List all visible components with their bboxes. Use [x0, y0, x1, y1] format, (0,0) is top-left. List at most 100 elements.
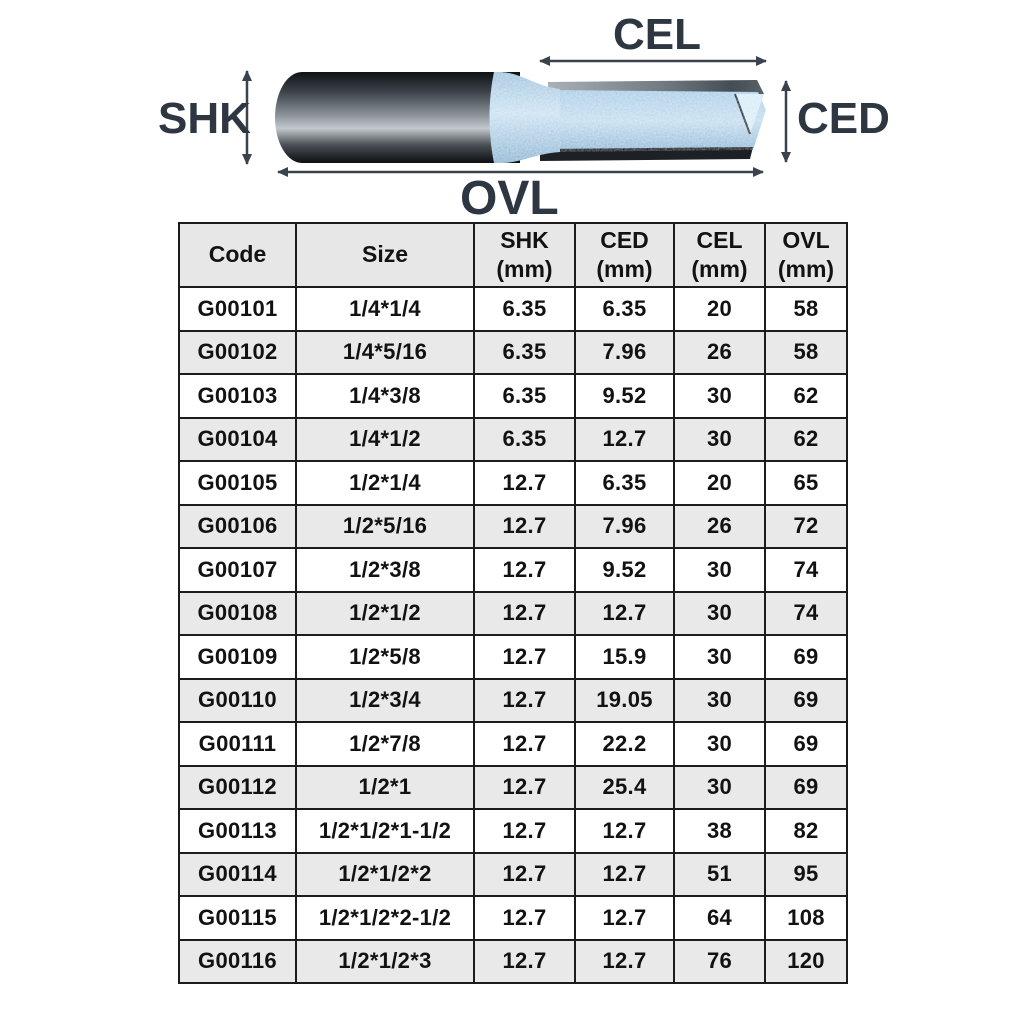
cell-cel: 30 [673, 764, 766, 810]
cell-shk: 12.7 [473, 460, 576, 506]
cell-cel: 51 [673, 851, 766, 897]
table-row: G00102 1/4*5/16 6.35 7.96 26 58 [178, 329, 848, 375]
cell-size: 1/2*5/16 [295, 503, 475, 549]
spec-table: Code Size SHK (mm) CED (mm) CEL (mm) OVL (mm… [178, 222, 848, 984]
cell-shk: 6.35 [473, 329, 576, 375]
cell-shk: 12.7 [473, 677, 576, 723]
cell-code: G00101 [178, 286, 297, 332]
cell-ced: 6.35 [574, 286, 675, 332]
cell-cel: 30 [673, 590, 766, 636]
column-label: OVL [782, 226, 830, 253]
table-row: G00105 1/2*1/4 12.7 6.35 20 65 [178, 460, 848, 506]
cell-code: G00111 [178, 721, 297, 767]
cell-size: 1/4*1/2 [295, 416, 475, 462]
cell-ced: 25.4 [574, 764, 675, 810]
cell-shk: 12.7 [473, 808, 576, 854]
cell-code: G00113 [178, 808, 297, 854]
cell-size: 1/4*3/8 [295, 373, 475, 419]
column-unit: (mm) [496, 256, 553, 282]
cell-ovl: 108 [764, 895, 848, 941]
cell-cel: 64 [673, 895, 766, 941]
cell-ced: 12.7 [574, 416, 675, 462]
table-row: G00104 1/4*1/2 6.35 12.7 30 62 [178, 416, 848, 462]
cell-size: 1/2*1/2*3 [295, 938, 475, 984]
cell-code: G00105 [178, 460, 297, 506]
cell-shk: 12.7 [473, 851, 576, 897]
column-unit: (mm) [596, 256, 653, 282]
cell-ovl: 82 [764, 808, 848, 854]
cell-shk: 6.35 [473, 373, 576, 419]
cell-ced: 12.7 [574, 895, 675, 941]
cell-code: G00108 [178, 590, 297, 636]
cell-ovl: 74 [764, 547, 848, 593]
cell-ovl: 69 [764, 721, 848, 767]
cell-cel: 20 [673, 460, 766, 506]
cell-shk: 12.7 [473, 503, 576, 549]
table-row: G00110 1/2*3/4 12.7 19.05 30 69 [178, 677, 848, 723]
cell-code: G00109 [178, 634, 297, 680]
cell-shk: 12.7 [473, 938, 576, 984]
table-row: G00112 1/2*1 12.7 25.4 30 69 [178, 764, 848, 810]
cell-size: 1/2*7/8 [295, 721, 475, 767]
cell-cel: 38 [673, 808, 766, 854]
cell-code: G00110 [178, 677, 297, 723]
cell-code: G00114 [178, 851, 297, 897]
column-label: CEL [696, 226, 743, 253]
cell-size: 1/2*1/2*1-1/2 [295, 808, 475, 854]
cell-cel: 30 [673, 416, 766, 462]
cell-cel: 30 [673, 373, 766, 419]
cell-size: 1/4*5/16 [295, 329, 475, 375]
cell-shk: 6.35 [473, 286, 576, 332]
cell-ced: 7.96 [574, 329, 675, 375]
cell-ovl: 62 [764, 373, 848, 419]
cell-shk: 12.7 [473, 721, 576, 767]
table-row: G00116 1/2*1/2*3 12.7 12.7 76 120 [178, 938, 848, 984]
cell-shk: 12.7 [473, 634, 576, 680]
column-header-cel: CEL (mm) [673, 222, 766, 288]
column-header-code: Code [178, 222, 297, 288]
spec-table-body: G00101 1/4*1/4 6.35 6.35 20 58 G00102 1/4*5/16 6… [178, 286, 848, 984]
cell-ovl: 62 [764, 416, 848, 462]
router-bit-diagram: SHK CEL CED OVL [158, 10, 890, 222]
cell-ced: 22.2 [574, 721, 675, 767]
cell-code: G00115 [178, 895, 297, 941]
cell-size: 1/2*3/8 [295, 547, 475, 593]
cell-ovl: 58 [764, 286, 848, 332]
cell-ced: 12.7 [574, 590, 675, 636]
cell-code: G00106 [178, 503, 297, 549]
cell-size: 1/2*1/2*2 [295, 851, 475, 897]
table-row: G00107 1/2*3/8 12.7 9.52 30 74 [178, 547, 848, 593]
table-row: G00108 1/2*1/2 12.7 12.7 30 74 [178, 590, 848, 636]
cell-ovl: 69 [764, 677, 848, 723]
cell-shk: 12.7 [473, 590, 576, 636]
cell-ced: 12.7 [574, 851, 675, 897]
column-label: Size [361, 241, 409, 268]
cell-ced: 12.7 [574, 808, 675, 854]
cell-cel: 76 [673, 938, 766, 984]
header-row: Code Size SHK (mm) CED (mm) CEL (mm) OVL (mm… [178, 222, 848, 288]
cell-cel: 30 [673, 721, 766, 767]
cell-ovl: 69 [764, 634, 848, 680]
cell-code: G00107 [178, 547, 297, 593]
cell-ovl: 65 [764, 460, 848, 506]
cell-ced: 9.52 [574, 373, 675, 419]
cell-shk: 12.7 [473, 764, 576, 810]
cell-shk: 6.35 [473, 416, 576, 462]
cell-size: 1/2*1/2*2-1/2 [295, 895, 475, 941]
column-header-ced: CED (mm) [574, 222, 675, 288]
cell-ovl: 58 [764, 329, 848, 375]
cell-cel: 30 [673, 677, 766, 723]
cell-ovl: 120 [764, 938, 848, 984]
cell-code: G00112 [178, 764, 297, 810]
cell-shk: 12.7 [473, 895, 576, 941]
table-row: G00111 1/2*7/8 12.7 22.2 30 69 [178, 721, 848, 767]
shk-label: SHK [158, 94, 251, 143]
cell-cel: 20 [673, 286, 766, 332]
cell-cel: 26 [673, 503, 766, 549]
table-row: G00101 1/4*1/4 6.35 6.35 20 58 [178, 286, 848, 332]
cell-ced: 7.96 [574, 503, 675, 549]
cell-code: G00102 [178, 329, 297, 375]
cell-code: G00116 [178, 938, 297, 984]
table-row: G00114 1/2*1/2*2 12.7 12.7 51 95 [178, 851, 848, 897]
